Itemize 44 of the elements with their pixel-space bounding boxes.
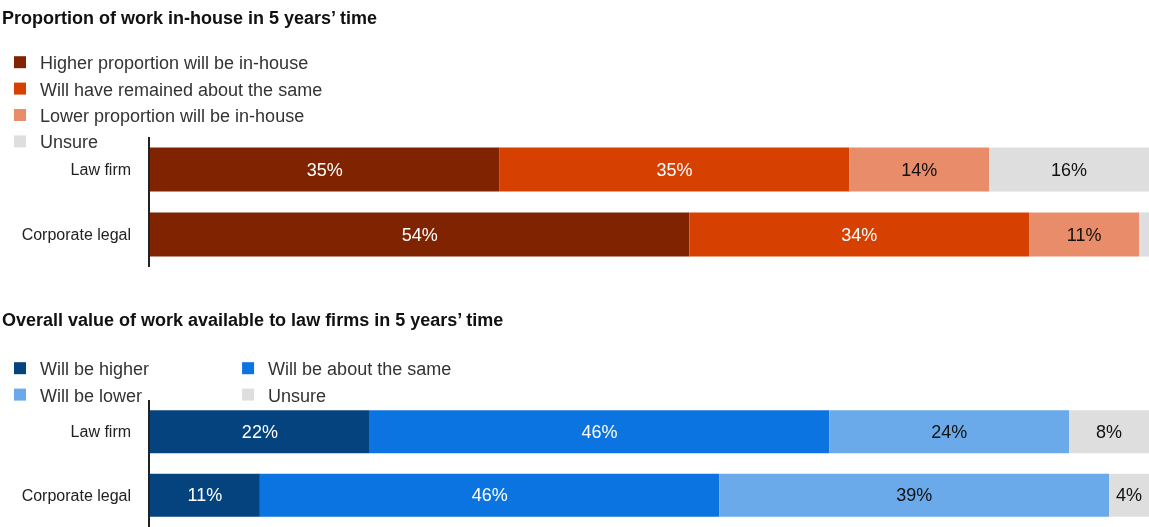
bar	[259, 473, 720, 517]
bar	[719, 473, 1110, 517]
bar	[1139, 212, 1149, 257]
bar	[150, 473, 260, 517]
data-label: 54%	[401, 224, 438, 245]
y-tick-label: Corporate legal	[21, 226, 132, 244]
data-label: 4%	[1116, 485, 1143, 506]
data-label: 35%	[306, 159, 343, 180]
bar	[150, 212, 690, 257]
bar	[829, 410, 1070, 454]
chart-title: Proportion of work in-house in 5 years’ time	[2, 8, 378, 28]
data-label: 39%	[896, 485, 933, 506]
data-label: 14%	[901, 159, 938, 180]
data-label: 8%	[1096, 421, 1123, 442]
y-tick-label: Law firm	[70, 161, 132, 179]
legend-label: Unsure	[268, 385, 327, 406]
bar	[499, 147, 850, 192]
data-label: 34%	[841, 224, 878, 245]
legend-label: Higher proportion will be in-house	[40, 53, 309, 74]
legend-label: Will have remained about the same	[40, 79, 323, 100]
bar	[989, 147, 1149, 192]
data-label: 11%	[1066, 224, 1102, 245]
bar	[849, 147, 990, 192]
data-label: 24%	[931, 421, 968, 442]
y-tick-label: Law firm	[70, 423, 132, 441]
legend-label: Unsure	[40, 132, 99, 153]
bar	[150, 410, 370, 454]
legend-label: Will be about the same	[268, 359, 452, 380]
bar	[689, 212, 1030, 257]
legend-label: Will be higher	[40, 359, 150, 380]
bar	[1069, 410, 1149, 454]
data-label: 35%	[656, 159, 693, 180]
data-label: 11%	[187, 485, 223, 506]
y-tick-label: Corporate legal	[21, 486, 132, 504]
bar	[1029, 212, 1140, 257]
bar	[369, 410, 830, 454]
data-label: 46%	[471, 485, 508, 506]
data-label: 46%	[581, 421, 618, 442]
data-label: 22%	[241, 421, 278, 442]
data-label: 16%	[1051, 159, 1088, 180]
legend-label: Will be lower	[40, 385, 143, 406]
legend-label: Lower proportion will be in-house	[40, 106, 305, 127]
chart-title: Overall value of work available to law firms in 5 years’ time	[2, 310, 504, 330]
bar	[150, 147, 500, 192]
